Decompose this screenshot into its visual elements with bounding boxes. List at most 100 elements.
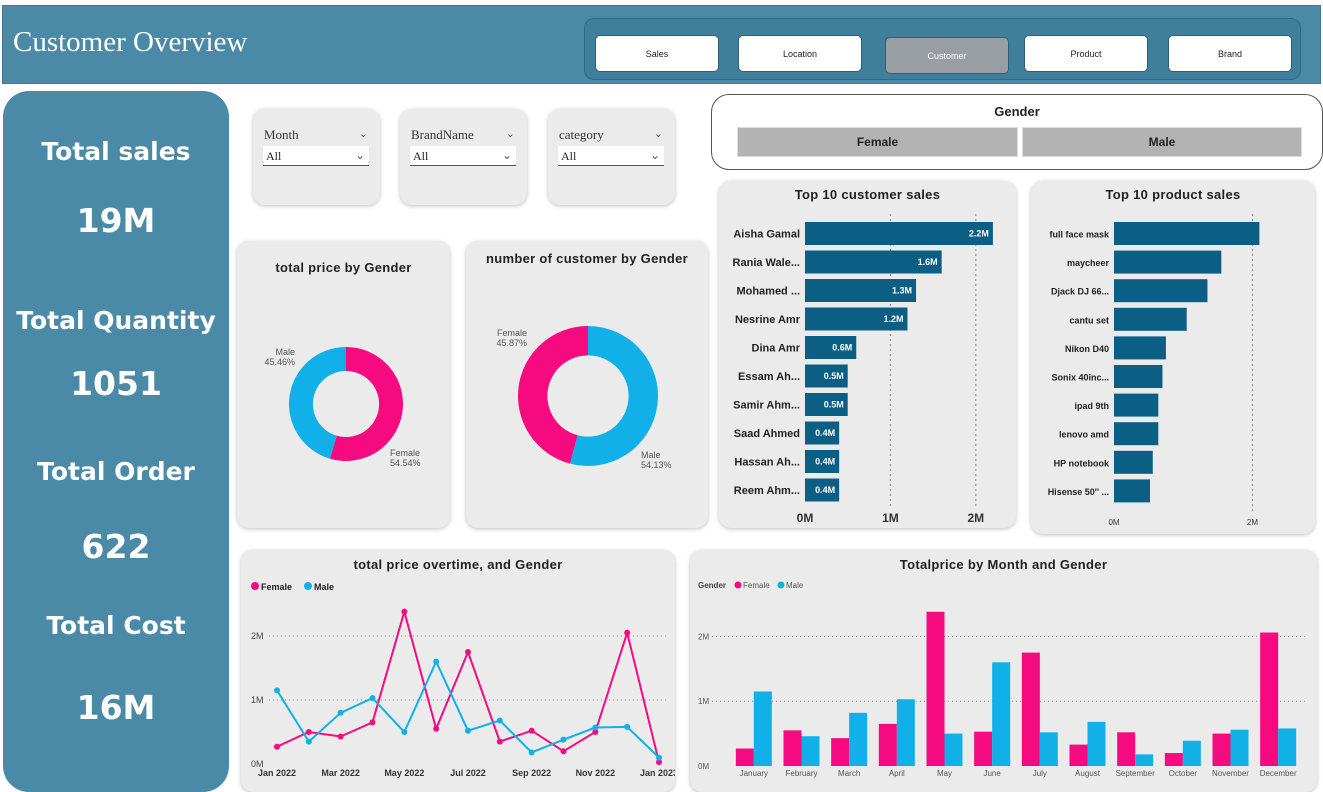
column-bar-male	[992, 662, 1011, 766]
category-slicer[interactable]: category ⌄ All ⌄	[548, 109, 675, 205]
data-point	[305, 729, 312, 735]
data-point	[656, 759, 662, 766]
data-point	[496, 738, 503, 745]
column-bar-male	[1135, 754, 1154, 766]
gender-slicer: Gender Female Male	[711, 94, 1323, 170]
data-point	[560, 748, 567, 755]
bar	[1114, 279, 1208, 303]
column-bar-female	[926, 611, 945, 766]
bar	[805, 478, 840, 502]
gender-slicer-title: Gender	[994, 104, 1040, 119]
chevron-down-icon: ⌄	[501, 148, 512, 162]
data-label: 1.2M	[883, 314, 903, 324]
axis-tick-label: 1M	[882, 511, 899, 525]
axis-tick-label: October	[1169, 769, 1198, 778]
axis-tick-label: Sep 2022	[512, 768, 551, 778]
column-bar-male	[753, 691, 772, 766]
bar	[1114, 365, 1163, 388]
chevron-down-icon[interactable]: ⌄	[358, 128, 368, 140]
axis-tick-label: February	[785, 769, 817, 778]
data-point	[337, 733, 344, 740]
chevron-down-icon: ⌄	[354, 148, 365, 162]
nav-button-brand[interactable]: Brand	[1168, 35, 1292, 72]
column-bar-male	[849, 712, 868, 766]
data-point	[401, 729, 408, 735]
category-label: Rania Wale...	[733, 257, 800, 269]
axis-tick-label: December	[1260, 769, 1297, 778]
top-customer-sales-card: Top 10 customer sales Aisha Gamal 2.2M Ran…	[719, 181, 1016, 528]
axis-tick-label: 1M	[251, 695, 264, 705]
legend-title: Gender	[698, 581, 726, 590]
bar	[1114, 479, 1150, 503]
category-label: Aisha Gamal	[733, 229, 800, 241]
category-label: lenovo amd	[1059, 430, 1109, 440]
data-point	[274, 687, 280, 694]
slice-label-name: Male	[275, 347, 295, 357]
legend-marker	[777, 581, 785, 589]
category-label: Djack DJ 66...	[1051, 287, 1109, 297]
column-bar-female	[1117, 732, 1136, 766]
nav-button-customer[interactable]: Customer	[885, 37, 1009, 74]
data-label: 0.4M	[815, 485, 835, 495]
category-label: Essam Ah...	[738, 371, 800, 383]
month-slicer[interactable]: Month ⌄ All ⌄	[253, 109, 380, 205]
data-point	[624, 723, 631, 730]
gender-male-button[interactable]: Male	[1022, 127, 1302, 157]
column-bar-female	[878, 723, 897, 766]
slicer-label: category	[559, 127, 604, 142]
category-label: cantu set	[1069, 315, 1109, 325]
price-by-month-card: Totalprice by Month and Gender 0M 1M 2M Gen…	[690, 550, 1317, 792]
chevron-down-icon[interactable]: ⌄	[653, 128, 663, 140]
column-bar-female	[735, 748, 754, 766]
month-dropdown[interactable]: All ⌄	[263, 146, 369, 166]
category-label: ipad 9th	[1074, 401, 1109, 411]
dropdown-value: All	[266, 149, 282, 163]
data-point	[465, 727, 471, 734]
slicer-label: BrandName	[411, 127, 474, 142]
brandname-slicer[interactable]: BrandName ⌄ All ⌄	[400, 109, 527, 205]
axis-tick-label: Jul 2022	[450, 768, 486, 778]
bar	[1114, 307, 1187, 331]
bar	[805, 336, 857, 359]
column-bar-male	[896, 699, 915, 766]
column-bar-male	[944, 733, 963, 766]
category-label: Reem Ahm...	[734, 485, 800, 497]
axis-tick-label: Jan 2022	[258, 768, 296, 778]
column-bar-female	[1021, 652, 1040, 766]
slice-label-value: 54.13%	[641, 460, 672, 470]
nav-button-product[interactable]: Product	[1024, 35, 1148, 72]
data-point	[592, 724, 599, 731]
total-sales-value: 19M	[76, 201, 156, 240]
data-point	[465, 649, 471, 655]
data-point	[496, 717, 503, 724]
chart-title: total price by Gender	[275, 260, 412, 275]
gender-female-button[interactable]: Female	[737, 127, 1018, 157]
page-title: Customer Overview	[13, 26, 248, 58]
slice-label-name: Male	[641, 450, 661, 460]
top-product-sales-card: Top 10 product sales full face mask maych…	[1031, 181, 1315, 534]
category-label: Samir Ahm...	[733, 400, 800, 412]
category-label: full face mask	[1049, 230, 1110, 240]
nav-button-sales[interactable]: Sales	[595, 35, 719, 72]
data-point	[369, 695, 376, 702]
data-label: 0.5M	[824, 400, 844, 410]
total-cost-value: 16M	[76, 688, 156, 727]
chart-title: Totalprice by Month and Gender	[899, 557, 1108, 572]
chevron-down-icon[interactable]: ⌄	[505, 128, 515, 140]
chart-title: total price overtime, and Gender	[353, 557, 563, 572]
axis-tick-label: November	[1212, 769, 1249, 778]
brandname-dropdown[interactable]: All ⌄	[410, 146, 516, 166]
data-label: 2.2M	[969, 229, 989, 239]
column-bar-female	[1260, 632, 1279, 766]
axis-tick-label: June	[983, 769, 1001, 778]
axis-tick-label: 0M	[1108, 518, 1119, 527]
nav-button-location[interactable]: Location	[738, 35, 862, 72]
bar	[1114, 250, 1222, 274]
data-point	[433, 725, 440, 732]
bar	[805, 364, 848, 388]
category-dropdown[interactable]: All ⌄	[558, 146, 664, 166]
total-cost-label: Total Cost	[46, 611, 186, 640]
category-label: HP notebook	[1054, 458, 1110, 468]
